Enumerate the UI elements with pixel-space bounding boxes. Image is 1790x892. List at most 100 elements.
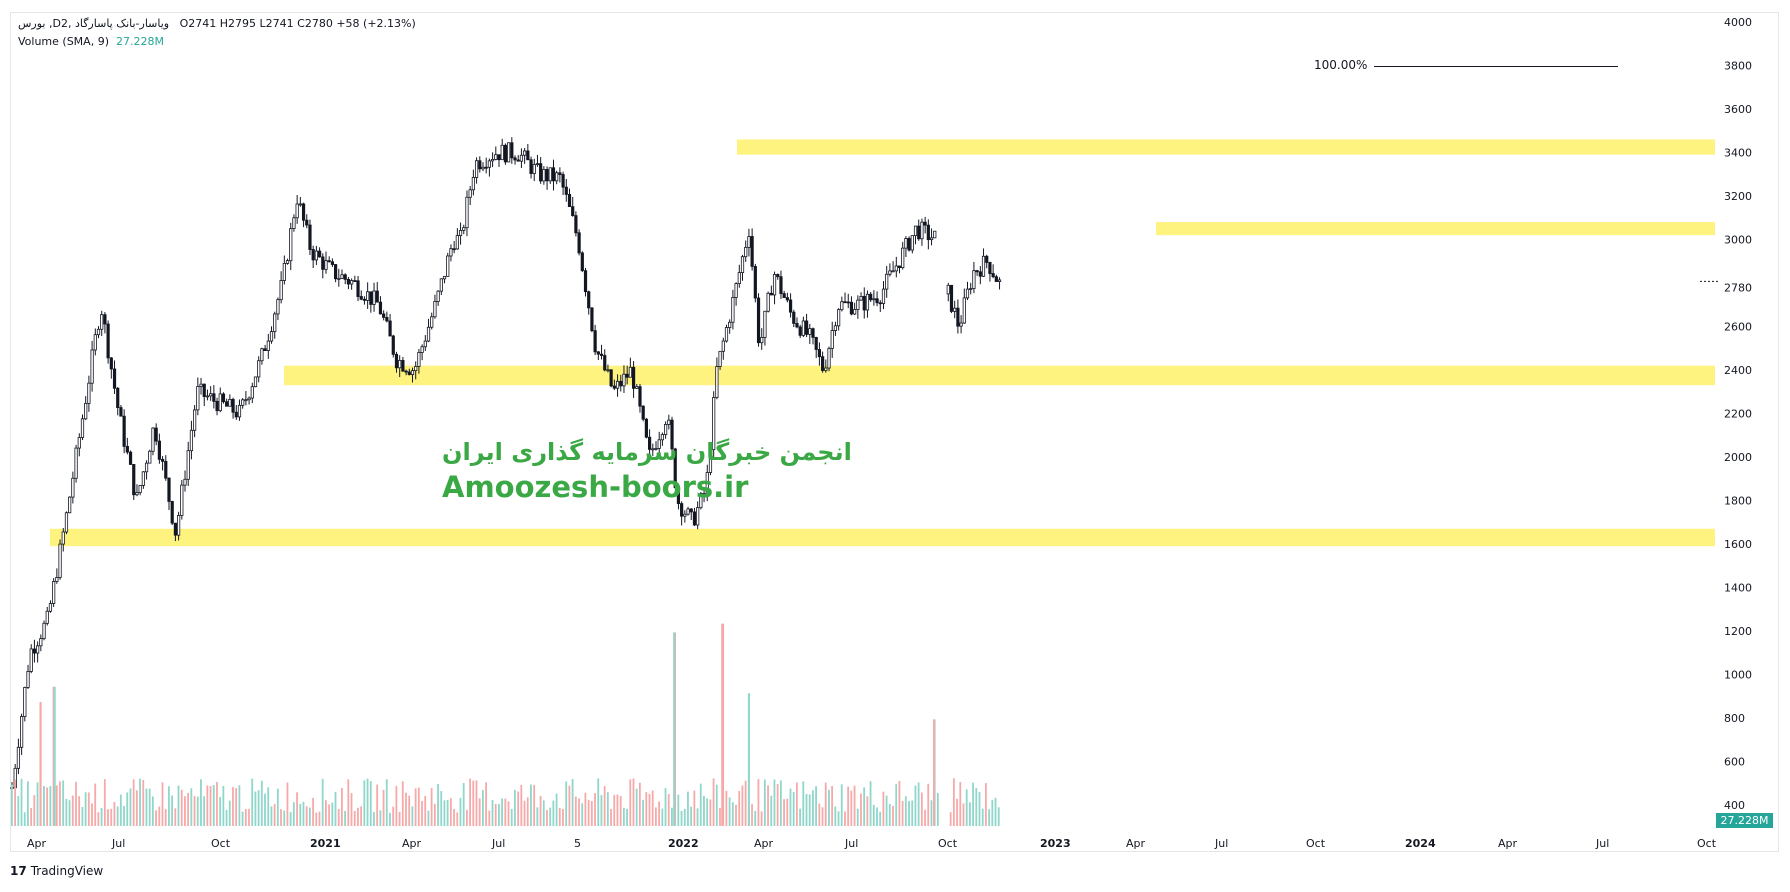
- candle-body: [462, 227, 466, 231]
- candle-body: [664, 424, 668, 435]
- support-resistance-zone: [1156, 222, 1715, 236]
- candle-body: [539, 163, 543, 182]
- candle-body: [58, 543, 62, 578]
- volume-bar: [882, 791, 885, 826]
- candle-body: [160, 458, 165, 462]
- volume-bar: [491, 799, 494, 826]
- candle-body: [180, 484, 184, 516]
- volume-bar: [379, 810, 382, 826]
- candle-body: [824, 367, 828, 371]
- candle-body: [985, 255, 989, 263]
- candle-body: [350, 280, 354, 285]
- candle-body: [760, 337, 764, 344]
- candle-body: [744, 246, 748, 258]
- candle-body: [923, 221, 927, 226]
- volume-bar: [767, 785, 769, 826]
- volume-bar: [232, 787, 234, 826]
- candle-body: [334, 264, 338, 280]
- volume-bar: [161, 782, 164, 826]
- volume-bar: [735, 804, 737, 826]
- volume-bar: [504, 798, 507, 826]
- candle-body: [750, 236, 754, 267]
- candle-body: [209, 393, 213, 397]
- volume-bar: [180, 789, 183, 826]
- candle-body: [782, 293, 786, 298]
- volume-bar: [475, 780, 478, 826]
- candle-body: [39, 638, 43, 647]
- candle-body: [199, 383, 203, 387]
- volume-bar: [78, 796, 81, 826]
- volume-bar: [590, 800, 593, 826]
- volume-bar: [719, 807, 721, 826]
- volume-bar: [606, 792, 609, 826]
- candle-body: [929, 237, 934, 241]
- candle-body: [913, 225, 918, 237]
- volume-bar: [478, 798, 481, 826]
- candle-body: [244, 399, 248, 402]
- candle-body: [657, 439, 661, 449]
- volume-bar: [465, 809, 468, 826]
- volume-bar: [651, 790, 654, 826]
- candle-body: [356, 280, 360, 297]
- volume-bar: [824, 782, 827, 826]
- volume-bar: [526, 797, 529, 826]
- y-tick-label: 2200: [1724, 408, 1752, 421]
- x-tick-label: Apr: [27, 837, 47, 850]
- candle-body: [593, 330, 597, 353]
- volume-bar: [760, 811, 763, 826]
- candle-body: [878, 302, 882, 305]
- volume-bar: [584, 792, 587, 826]
- volume-bar: [853, 785, 856, 826]
- volume-bar: [286, 782, 289, 826]
- volume-bar: [270, 806, 273, 826]
- volume-bar: [501, 798, 504, 826]
- volume-bar: [773, 779, 776, 826]
- volume-bar: [376, 784, 379, 826]
- volume-bar: [488, 810, 491, 826]
- candle-body: [769, 292, 773, 296]
- candle-body: [561, 174, 565, 188]
- candle-body: [490, 159, 495, 162]
- candle-body: [289, 228, 293, 262]
- volume-bar: [985, 783, 987, 826]
- y-tick-label: 2600: [1724, 321, 1752, 334]
- candle-body: [946, 284, 950, 295]
- candle-body: [766, 292, 770, 312]
- volume-bar: [616, 794, 619, 826]
- x-tick-label: Oct: [211, 837, 231, 850]
- candle-body: [157, 440, 161, 460]
- candle-body: [991, 273, 995, 278]
- candle-body: [305, 219, 309, 226]
- candle-body: [193, 409, 197, 431]
- tradingview-logo-icon: 17: [10, 864, 27, 878]
- x-tick-label: Apr: [1498, 837, 1518, 850]
- y-tick-label: 400: [1724, 799, 1745, 812]
- candle-body: [468, 189, 472, 198]
- candle-body: [641, 405, 645, 420]
- candle-body: [503, 144, 508, 163]
- fib-level-line[interactable]: [1374, 66, 1618, 67]
- candle-body: [975, 270, 979, 273]
- volume-bar: [840, 784, 843, 826]
- volume-bar: [36, 782, 39, 826]
- volume-bar: [119, 794, 122, 826]
- candle-body: [808, 328, 812, 335]
- candle-body: [378, 301, 383, 315]
- volume-bar: [844, 811, 846, 826]
- volume-bar: [91, 803, 93, 826]
- candle-body: [510, 142, 514, 159]
- volume-bar: [292, 802, 295, 826]
- candle-body: [446, 255, 450, 277]
- volume-bar: [530, 784, 532, 826]
- volume-bar: [741, 785, 744, 826]
- candle-body: [965, 288, 970, 299]
- volume-bar: [71, 795, 74, 826]
- candle-body: [353, 280, 357, 282]
- volume-bar: [200, 779, 202, 826]
- candle-body: [529, 159, 533, 174]
- volume-bar: [655, 807, 657, 826]
- volume-bar: [728, 797, 731, 826]
- volume-bar: [914, 785, 917, 826]
- volume-bar: [911, 800, 914, 826]
